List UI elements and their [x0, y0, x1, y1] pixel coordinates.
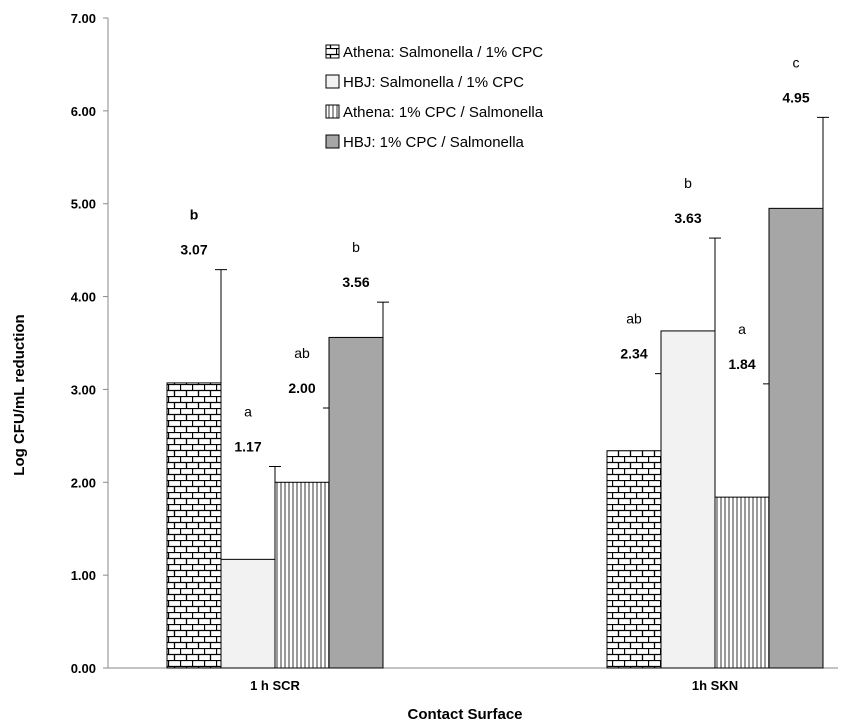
- legend-label: HBJ: 1% CPC / Salmonella: [343, 134, 525, 151]
- bar-groups: [166, 116, 829, 669]
- x-tick-label: 1h SKN: [692, 678, 738, 693]
- y-tick-label: 3.00: [71, 382, 96, 397]
- value-label: 3.56: [342, 274, 369, 290]
- y-tick-label: 5.00: [71, 197, 96, 212]
- legend-swatch: [325, 44, 340, 59]
- legend-swatch: [325, 104, 340, 119]
- y-tick-label: 1.00: [71, 568, 96, 583]
- y-axis-title: Log CFU/mL reduction: [11, 314, 28, 475]
- value-label: 4.95: [782, 89, 809, 105]
- x-tick-labels: 1 h SCR 1h SKN: [250, 678, 738, 693]
- y-tick-label: 7.00: [71, 11, 96, 26]
- bar: [220, 558, 276, 669]
- value-label: 2.34: [620, 346, 647, 362]
- y-tick-label: 0.00: [71, 661, 96, 676]
- y-tick-label: 4.00: [71, 290, 96, 305]
- legend-label: Athena: Salmonella / 1% CPC: [343, 44, 543, 61]
- legend-swatch: [325, 74, 340, 89]
- y-tick-label: 6.00: [71, 104, 96, 119]
- bar: [660, 330, 716, 669]
- legend-swatch: [325, 134, 340, 149]
- bar: [768, 207, 824, 669]
- significance-letter: ab: [294, 345, 310, 361]
- y-tick-label: 2.00: [71, 475, 96, 490]
- significance-letter: c: [793, 54, 800, 70]
- bar: [274, 481, 330, 669]
- legend: Athena: Salmonella / 1% CPC HBJ: Salmonel…: [325, 44, 544, 151]
- y-tick-labels: 0.00 1.00 2.00 3.00 4.00 5.00 6.00 7.00: [71, 11, 108, 676]
- significance-letter: b: [352, 239, 360, 255]
- significance-letter: b: [190, 207, 199, 223]
- significance-letter: a: [738, 321, 746, 337]
- bar-labels: 3.07 b 2.34 ab 1.17 a 3.63 b 2.00 ab 1.84 a 3.56 b 4.9…: [180, 54, 809, 454]
- value-label: 2.00: [288, 380, 315, 396]
- value-label: 1.84: [728, 356, 755, 372]
- bar: [166, 382, 222, 669]
- x-axis-title: Contact Surface: [407, 706, 522, 723]
- bar: [328, 336, 384, 669]
- bar: [606, 450, 662, 669]
- value-label: 3.63: [674, 210, 701, 226]
- x-tick-label: 1 h SCR: [250, 678, 300, 693]
- significance-letter: a: [244, 404, 252, 420]
- significance-letter: b: [684, 175, 692, 191]
- bar: [714, 496, 770, 669]
- legend-label: Athena: 1% CPC / Salmonella: [343, 104, 544, 121]
- value-label: 1.17: [234, 439, 261, 455]
- legend-label: HBJ: Salmonella / 1% CPC: [343, 74, 524, 91]
- value-label: 3.07: [180, 242, 207, 258]
- significance-letter: ab: [626, 311, 642, 327]
